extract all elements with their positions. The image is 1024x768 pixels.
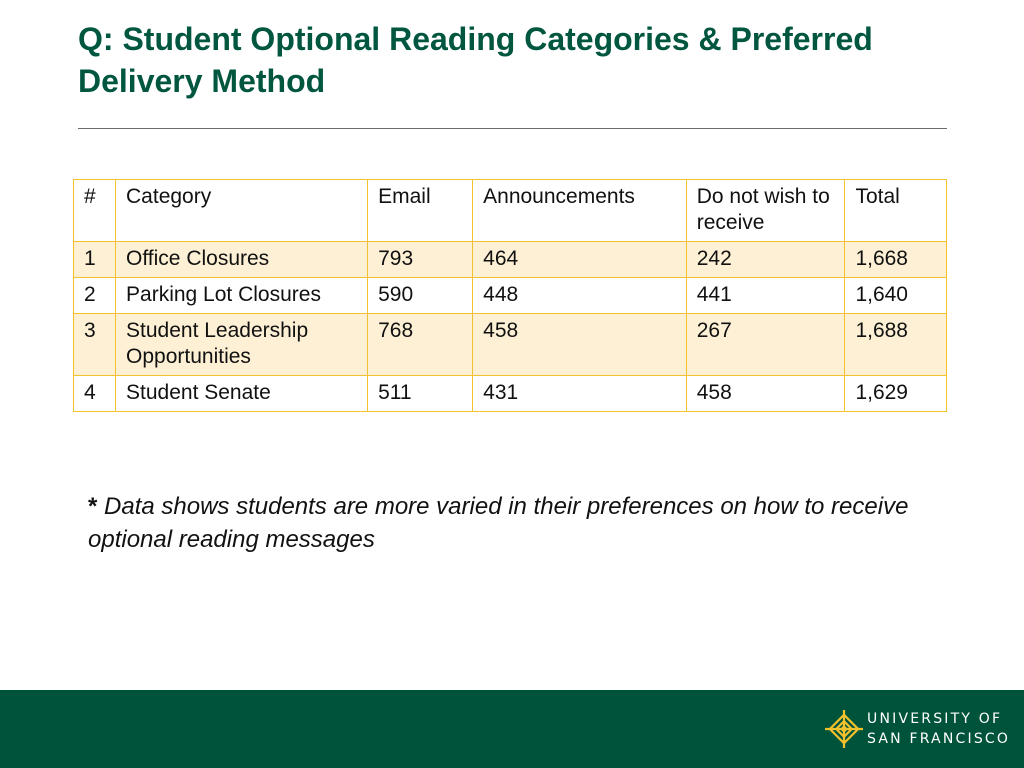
row-total: 1,668 [844, 241, 947, 278]
row-do-not-wish: 267 [685, 313, 846, 376]
header-email: Email [367, 179, 474, 242]
header-do-not-wish: Do not wish to receive [685, 179, 846, 242]
table-row: 4 Student Senate 511 431 458 1,629 [72, 375, 947, 412]
row-total: 1,629 [844, 375, 947, 412]
row-category: Office Closures [115, 241, 369, 278]
row-announcements: 431 [472, 375, 687, 412]
row-do-not-wish: 242 [685, 241, 846, 278]
page-title: Q: Student Optional Reading Categories &… [78, 21, 873, 99]
row-number: 3 [72, 313, 117, 376]
row-category: Parking Lot Closures [115, 277, 369, 314]
data-note: * Data shows students are more varied in… [88, 490, 978, 556]
row-total: 1,688 [844, 313, 947, 376]
header-number: # [72, 179, 117, 242]
row-number: 2 [72, 277, 117, 314]
row-email: 511 [367, 375, 474, 412]
row-do-not-wish: 458 [685, 375, 846, 412]
row-category: Student Leadership Opportunities [115, 313, 369, 376]
table-row: 1 Office Closures 793 464 242 1,668 [72, 241, 947, 278]
wordmark-line-2: SAN FRANCISCO [867, 731, 1011, 747]
reading-categories-table: # Category Email Announcements Do not wi… [72, 179, 947, 412]
table-header-row: # Category Email Announcements Do not wi… [72, 179, 947, 242]
row-email: 590 [367, 277, 474, 314]
row-email: 793 [367, 241, 474, 278]
wordmark-line-1: UNIVERSITY OF [867, 711, 1003, 727]
row-email: 768 [367, 313, 474, 376]
header-announcements: Announcements [472, 179, 687, 242]
row-number: 1 [72, 241, 117, 278]
row-do-not-wish: 441 [685, 277, 846, 314]
header-total: Total [844, 179, 947, 242]
row-category: Student Senate [115, 375, 369, 412]
university-crest-icon [825, 710, 863, 748]
note-text: Data shows students are more varied in t… [88, 493, 909, 553]
row-total: 1,640 [844, 277, 947, 314]
table-row: 2 Parking Lot Closures 590 448 441 1,640 [72, 277, 947, 314]
row-announcements: 464 [472, 241, 687, 278]
title-divider [78, 128, 947, 129]
row-announcements: 458 [472, 313, 687, 376]
university-wordmark: UNIVERSITY OF SAN FRANCISCO [867, 709, 1010, 749]
row-announcements: 448 [472, 277, 687, 314]
table-row: 3 Student Leadership Opportunities 768 4… [72, 313, 947, 376]
note-marker: * [88, 493, 98, 520]
row-number: 4 [72, 375, 117, 412]
header-category: Category [115, 179, 369, 242]
footer-bar: UNIVERSITY OF SAN FRANCISCO [0, 690, 1024, 768]
